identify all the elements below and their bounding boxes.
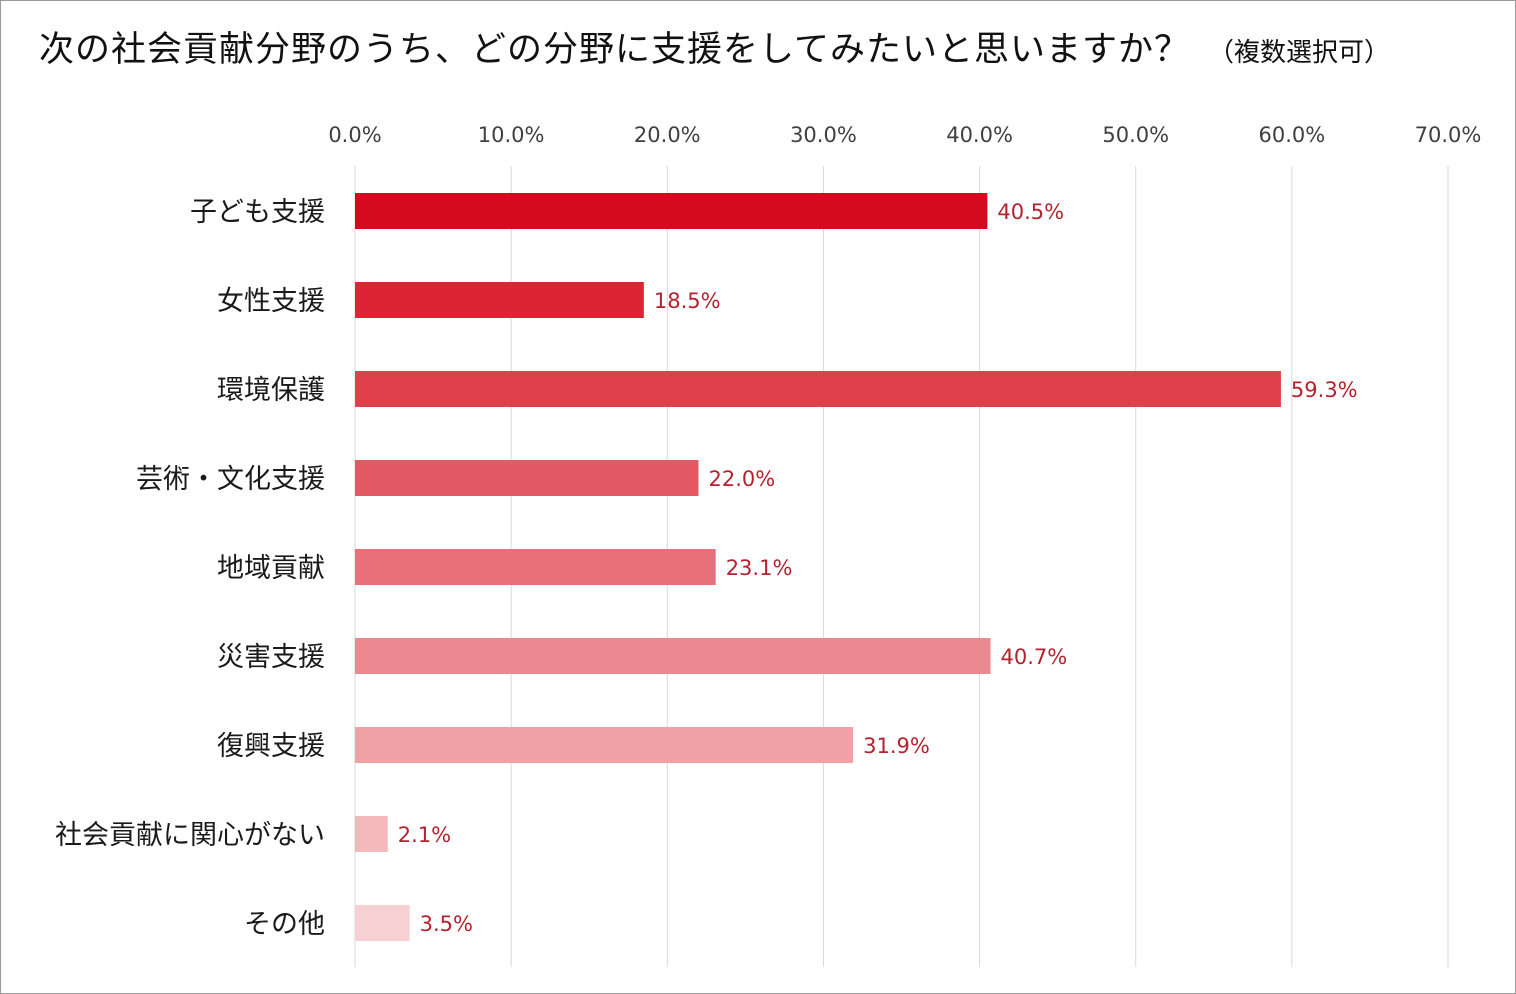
data-label: 22.0% (709, 467, 776, 491)
bar (355, 816, 388, 852)
category-label: 環境保護 (217, 375, 325, 406)
bar (355, 371, 1281, 407)
bar (355, 193, 988, 229)
x-tick-label: 40.0% (946, 123, 1013, 147)
chart-subtitle: （複数選択可） (1207, 38, 1390, 68)
x-tick-label: 20.0% (634, 123, 701, 147)
data-label: 23.1% (726, 556, 793, 580)
category-label: 社会貢献に関心がない (55, 820, 325, 851)
title-row: 次の社会貢献分野のうち、どの分野に支援をしてみたいと思いますか？ （複数選択可） (39, 21, 1390, 72)
data-label: 2.1% (398, 823, 451, 847)
bar (355, 549, 716, 585)
bar (355, 460, 699, 496)
category-label: 芸術・文化支援 (136, 464, 325, 495)
data-label: 40.7% (1001, 645, 1068, 669)
data-label: 3.5% (420, 912, 473, 936)
category-label: 子ども支援 (190, 197, 325, 228)
x-tick-label: 0.0% (328, 123, 381, 147)
bar (355, 638, 991, 674)
data-label: 31.9% (863, 734, 930, 758)
x-tick-label: 70.0% (1415, 123, 1482, 147)
bar (355, 905, 410, 941)
category-label: 地域貢献 (217, 553, 325, 584)
x-tick-label: 60.0% (1258, 123, 1325, 147)
x-tick-label: 30.0% (790, 123, 857, 147)
x-tick-label: 10.0% (478, 123, 545, 147)
data-label: 18.5% (654, 289, 721, 313)
x-tick-label: 50.0% (1102, 123, 1169, 147)
data-label: 59.3% (1291, 378, 1358, 402)
category-label: 災害支援 (217, 642, 325, 673)
category-label: その他 (244, 909, 325, 940)
category-label: 復興支援 (217, 731, 325, 762)
bar (355, 727, 854, 763)
chart-title: 次の社会貢献分野のうち、どの分野に支援をしてみたいと思いますか？ (39, 30, 1190, 70)
data-label: 40.5% (997, 200, 1064, 224)
category-label: 女性支援 (217, 286, 325, 317)
bar (355, 282, 644, 318)
